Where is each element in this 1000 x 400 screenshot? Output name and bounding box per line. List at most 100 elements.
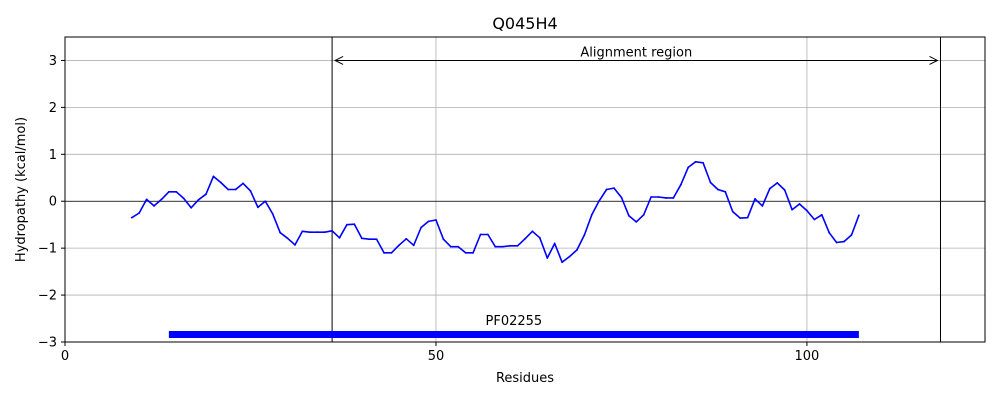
hydropathy-point [746, 216, 749, 219]
hydropathy-point [397, 244, 400, 247]
hydropathy-point [843, 240, 845, 243]
hydropathy-point [257, 206, 259, 209]
hydropathy-point [857, 214, 860, 217]
hydropathy-point [420, 226, 423, 229]
hydropathy-point [449, 245, 452, 248]
hydropathy-point [546, 257, 549, 259]
y-tick-label: 2 [49, 101, 57, 116]
hydropathy-point [672, 197, 675, 199]
hydropathy-point [153, 205, 155, 207]
arrow-right-head [929, 56, 939, 65]
hydropathy-point [583, 234, 586, 236]
hydropathy-point [383, 251, 385, 254]
hydropathy-point [850, 234, 853, 236]
hydropathy-point [368, 238, 371, 241]
hydropathy-point [813, 218, 816, 221]
hydropathy-point [212, 175, 215, 178]
hydropathy-point [308, 231, 311, 234]
x-axis-title: Residues [496, 371, 554, 386]
hydropathy-point [197, 198, 200, 201]
hydropathy-point [331, 229, 333, 232]
hydropathy-point [590, 213, 593, 216]
alignment-annotation: Alignment region [333, 45, 939, 65]
y-tick-label: −3 [38, 336, 57, 351]
hydropathy-point [353, 223, 356, 226]
hydropathy-point [620, 196, 623, 199]
hydropathy-point [702, 161, 704, 164]
pfam-domain-label: PF02255 [486, 314, 543, 329]
hydropathy-point [561, 261, 563, 264]
hydropathy-point [635, 220, 638, 223]
grid-lines [64, 37, 985, 343]
hydropathy-point [271, 213, 274, 215]
hydropathy-point [687, 166, 690, 169]
hydropathy-point [167, 190, 170, 193]
hydropathy-point [516, 244, 519, 247]
hydropathy-point [494, 245, 497, 248]
hydropathy-point [227, 188, 230, 191]
hydropathy-point [138, 212, 141, 214]
hydropathy-point [731, 210, 734, 213]
hydropathy-point [145, 198, 148, 201]
chart-title: Q045H4 [492, 14, 557, 33]
hydropathy-point [806, 209, 808, 212]
hydropathy-point [828, 231, 831, 234]
alignment-region-label: Alignment region [580, 45, 692, 60]
hydropathy-point [665, 197, 667, 199]
y-tick-label: −1 [38, 242, 57, 257]
hydropathy-point [613, 187, 615, 189]
hydropathy-point [286, 237, 289, 240]
y-tick-label: −2 [38, 289, 57, 304]
hydropathy-point [754, 197, 756, 200]
plot-frame [64, 36, 986, 343]
hydropathy-point [412, 244, 415, 247]
hydropathy-point [435, 219, 437, 221]
hydropathy-point [346, 223, 348, 226]
hydropathy-point [175, 190, 178, 193]
hydropathy-point [598, 199, 601, 202]
hydropathy-point [717, 188, 719, 191]
hydropathy-point [694, 160, 697, 163]
arrow-left-head [333, 56, 344, 65]
hydropathy-point [501, 245, 504, 248]
y-tick-label: 1 [49, 148, 57, 163]
hydropathy-point [242, 182, 244, 185]
hydropathy-point [820, 213, 823, 216]
hydropathy-point [405, 237, 408, 240]
hydropathy-point [657, 196, 660, 198]
hydropathy-point [427, 220, 430, 223]
series-layer [130, 160, 860, 264]
reference-lines [65, 37, 985, 342]
hydropathy-point [479, 233, 482, 236]
hydropathy-point [642, 213, 645, 216]
hydropathy-point [791, 208, 793, 211]
domain-layer: PF02255 [168, 314, 859, 338]
hydropathy-point [360, 237, 363, 240]
hydropathy-point [768, 187, 771, 190]
hydropathy-point [375, 238, 378, 241]
hydropathy-point [776, 182, 779, 184]
x-tick-label: 100 [795, 349, 820, 364]
hydropathy-point [835, 241, 838, 244]
hydropathy-point [182, 197, 185, 200]
y-tick-label: 3 [49, 54, 57, 69]
hydropathy-point [709, 181, 712, 184]
hydropathy-point [264, 200, 267, 203]
hydropathy-point [472, 251, 474, 254]
hydropathy-point [509, 244, 512, 247]
axis-ticks: 0 50 100 −3 −2 −1 0 1 2 3 [38, 54, 820, 364]
x-tick-label: 50 [428, 349, 445, 364]
hydropathy-point [338, 236, 341, 239]
hydropathy-point [724, 190, 727, 193]
hydropathy-point [605, 188, 608, 191]
hydropathy-point [798, 203, 801, 205]
hydropathy-point [464, 251, 467, 254]
hydropathy-point [316, 231, 319, 234]
hydropathy-point [190, 206, 193, 209]
hydropathy-point [531, 230, 534, 233]
hydropathy-point [249, 190, 252, 192]
hydropathy-point [783, 189, 786, 191]
y-tick-label: 0 [49, 195, 57, 210]
hydropathy-point [205, 193, 207, 196]
